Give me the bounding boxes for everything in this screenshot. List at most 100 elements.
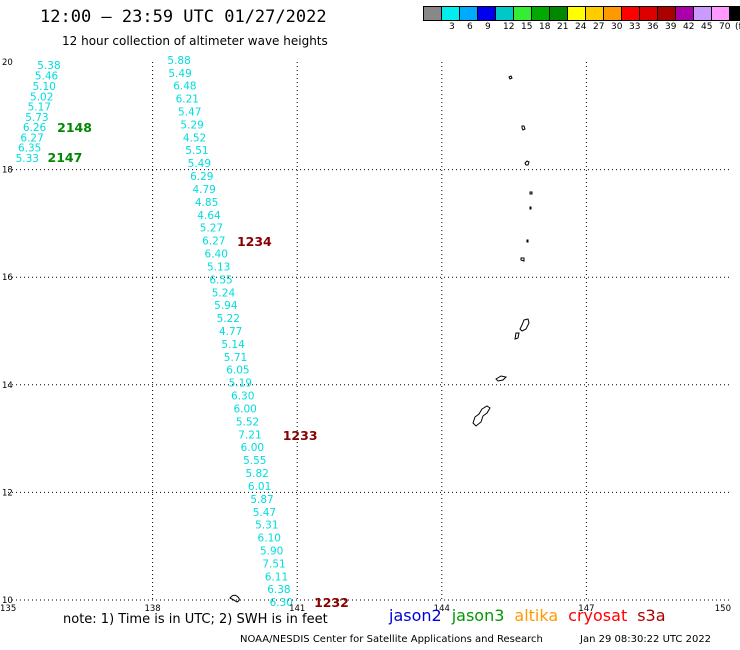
legend-value-label: 70 bbox=[719, 22, 731, 32]
legend-value-label: 12 bbox=[503, 22, 515, 32]
wave-height-value: 5.27 bbox=[200, 223, 223, 235]
island-saipan-outline bbox=[519, 318, 530, 332]
wave-height-value: 5.24 bbox=[212, 287, 236, 299]
wave-height-value: 5.19 bbox=[229, 378, 252, 390]
wave-height-value: 6.40 bbox=[205, 249, 228, 261]
wave-height-value: 6.11 bbox=[265, 571, 288, 583]
wave-height-value: 6.29 bbox=[190, 171, 213, 183]
wave-height-value: 5.47 bbox=[253, 507, 276, 519]
lat-tick-label: 10 bbox=[2, 596, 13, 606]
wave-height-value: 6.21 bbox=[176, 94, 199, 106]
wave-height-value: 6.00 bbox=[241, 442, 264, 454]
legend-swatch bbox=[532, 7, 550, 20]
legend-swatch bbox=[586, 7, 604, 20]
wave-height-value: 5.55 bbox=[243, 455, 266, 467]
wave-height-value: 6.55 bbox=[209, 274, 232, 286]
island-rota-outline bbox=[495, 375, 508, 382]
wave-height-value: 6.48 bbox=[173, 81, 196, 93]
lon-tick-label: 141 bbox=[289, 604, 305, 614]
map-subtitle: 12 hour collection of altimeter wave hei… bbox=[62, 34, 328, 48]
lon-tick-label: 147 bbox=[578, 604, 594, 614]
legend-swatch bbox=[478, 7, 496, 20]
legend-swatch bbox=[676, 7, 694, 20]
island-outline bbox=[529, 206, 532, 210]
legend-swatch bbox=[640, 7, 658, 20]
wave-height-value: 6.10 bbox=[258, 533, 281, 545]
legend-swatch bbox=[514, 7, 532, 20]
lat-tick-label: 14 bbox=[2, 381, 13, 391]
pass-number-label: 1234 bbox=[237, 234, 272, 249]
wave-height-value: 5.29 bbox=[180, 119, 203, 131]
wave-height-value: 6.01 bbox=[248, 481, 271, 493]
pass-number-label: 2147 bbox=[48, 150, 83, 165]
wave-height-value: 5.46 bbox=[35, 70, 59, 82]
generation-timestamp: Jan 29 08:30:22 UTC 2022 bbox=[580, 634, 712, 645]
wave-height-value: 5.88 bbox=[167, 55, 190, 67]
pass-number-label: 1232 bbox=[314, 595, 349, 610]
legend-value-label: 24 bbox=[575, 22, 587, 32]
wave-height-value: 5.52 bbox=[236, 416, 259, 428]
land-outlines bbox=[229, 75, 533, 603]
satellite-legend: jason2 jason3 altika cryosat s3a bbox=[389, 606, 676, 625]
lon-tick-label: 138 bbox=[144, 604, 160, 614]
island-outline bbox=[529, 191, 533, 195]
wave-height-value: 7.51 bbox=[262, 558, 285, 570]
satellite-name: altika bbox=[514, 606, 559, 625]
satellite-name: s3a bbox=[637, 606, 666, 625]
wave-height-value: 6.26 bbox=[23, 122, 47, 134]
legend-value-label: 39 bbox=[665, 22, 677, 32]
satellite-name: cryosat bbox=[568, 606, 628, 625]
wave-height-value: 4.64 bbox=[197, 210, 221, 222]
wave-height-value: 5.73 bbox=[25, 112, 48, 124]
lon-tick-label: 144 bbox=[434, 604, 450, 614]
footnote: note: 1) Time is in UTC; 2) SWH is in fe… bbox=[63, 612, 328, 627]
legend-swatch bbox=[604, 7, 622, 20]
wave-height-value: 7.21 bbox=[238, 429, 261, 441]
wave-height-value: 4.77 bbox=[219, 326, 242, 338]
axis-tick-labels: 135 138 141 144 147 150 20 18 16 14 12 10 bbox=[0, 58, 731, 614]
wave-height-value: 4.79 bbox=[192, 184, 215, 196]
lat-tick-label: 12 bbox=[2, 488, 13, 498]
satellite-name: jason3 bbox=[451, 606, 505, 625]
wave-height-tracks: 5.385.465.105.025.175.736.266.276.355.33… bbox=[16, 55, 293, 609]
wave-height-value: 5.31 bbox=[255, 520, 278, 532]
legend-value-label: 18 bbox=[539, 22, 551, 32]
wave-height-value: 5.10 bbox=[32, 81, 55, 93]
island-outline bbox=[520, 257, 525, 262]
island-tinian-outline bbox=[514, 332, 520, 340]
wave-height-value: 4.52 bbox=[183, 132, 206, 144]
wave-height-value: 6.35 bbox=[18, 143, 41, 155]
legend-value-label: 9 bbox=[485, 22, 491, 32]
lat-tick-label: 20 bbox=[2, 58, 13, 68]
color-scale-legend bbox=[423, 6, 740, 21]
wave-height-value: 5.71 bbox=[224, 352, 247, 364]
legend-swatch bbox=[694, 7, 712, 20]
credit-line: NOAA/NESDIS Center for Satellite Applica… bbox=[240, 634, 543, 645]
wave-height-value: 6.27 bbox=[202, 236, 225, 248]
legend-swatch bbox=[460, 7, 478, 20]
wave-height-value: 4.85 bbox=[195, 197, 218, 209]
legend-swatch bbox=[442, 7, 460, 20]
wave-height-value: 5.82 bbox=[245, 468, 268, 480]
legend-swatch bbox=[568, 7, 586, 20]
island-south-outline bbox=[229, 594, 240, 603]
legend-swatch bbox=[658, 7, 676, 20]
island-outline bbox=[521, 125, 526, 131]
pass-number-labels: 2148 2147 1234 1233 1232 bbox=[48, 120, 349, 610]
legend-swatch bbox=[730, 7, 740, 20]
wave-height-value: 6.38 bbox=[267, 584, 290, 596]
legend-value-label: 6 bbox=[467, 22, 473, 32]
legend-swatch bbox=[424, 7, 442, 20]
legend-value-label: 30 bbox=[611, 22, 623, 32]
legend-value-label: 36 bbox=[647, 22, 659, 32]
wave-height-value: 5.38 bbox=[37, 60, 60, 72]
wave-height-value: 6.30 bbox=[231, 391, 254, 403]
wave-height-value: 5.49 bbox=[168, 68, 191, 80]
wave-height-value: 5.17 bbox=[28, 102, 51, 114]
lon-tick-label: 135 bbox=[0, 604, 16, 614]
island-outline bbox=[524, 160, 530, 166]
wave-height-value: 6.00 bbox=[233, 403, 256, 415]
island-outline bbox=[526, 239, 529, 243]
island-outline bbox=[508, 75, 513, 80]
lat-lon-grid bbox=[8, 62, 731, 601]
